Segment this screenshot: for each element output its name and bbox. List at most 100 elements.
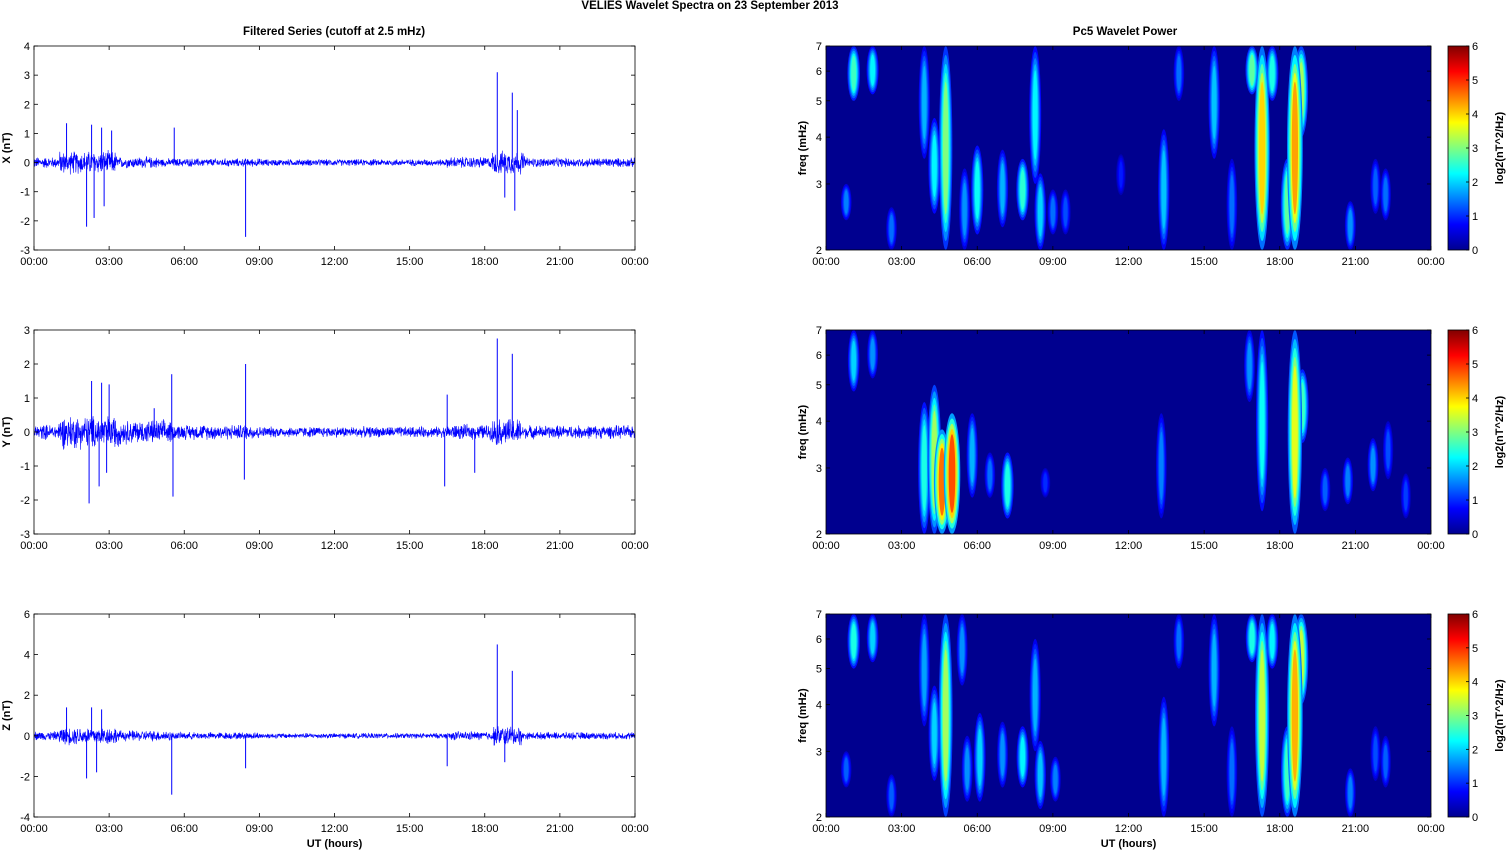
power-blob <box>1212 633 1217 707</box>
y-tick-label: 7 <box>816 41 822 53</box>
colorbar-tick-label: 0 <box>1472 812 1478 824</box>
x-tick-label: 21:00 <box>1342 540 1370 552</box>
power-blob <box>1259 649 1265 782</box>
wavelet-panel-3: 2 3 4 5 6 7 00:00 03:00 06:00 09:00 12:00 15:00 18:0… <box>797 609 1506 850</box>
y-tick-label: 7 <box>816 609 822 621</box>
power-blob <box>1005 464 1010 507</box>
x-tick-label: 15:00 <box>1190 540 1218 552</box>
power-blob <box>1259 81 1266 215</box>
power-blob <box>948 434 956 513</box>
x-tick-label: 00:00 <box>1417 256 1445 268</box>
series-panel-3: -4 -2 0 2 4 6 00:00 03:00 06:00 09:00 12:00 15:00 18… <box>1 609 649 850</box>
x-tick-label: 06:00 <box>170 256 198 268</box>
x-tick-label: 00:00 <box>1417 540 1445 552</box>
power-blob <box>889 214 894 243</box>
y-tick-label: 6 <box>24 609 30 621</box>
y-axis-label: Y (nT) <box>1 416 13 447</box>
power-blob <box>922 633 927 707</box>
power-blob <box>1038 752 1043 798</box>
y-tick-label: -2 <box>20 771 30 783</box>
right-column-title: Pc5 Wavelet Power <box>1073 26 1178 38</box>
x-tick-label: 09:00 <box>1039 540 1067 552</box>
colorbar: 0 1 2 3 4 5 6 log2(nT^2/Hz) <box>1447 325 1506 541</box>
x-tick-label: 06:00 <box>963 540 991 552</box>
x-tick-label: 15:00 <box>1190 823 1218 835</box>
colorbar-label: log2(nT^2/Hz) <box>1494 111 1506 184</box>
power-blob <box>1000 163 1005 214</box>
power-blob <box>1373 168 1378 205</box>
x-tick-label: 21:00 <box>546 540 574 552</box>
y-tick-label: 3 <box>816 746 822 758</box>
x-tick-label: 00:00 <box>20 256 48 268</box>
x-tick-label: 15:00 <box>396 256 424 268</box>
y-tick-label: 6 <box>816 66 822 78</box>
y-tick-label: 2 <box>816 812 822 824</box>
x-tick-label: 03:00 <box>888 540 916 552</box>
power-blob <box>1063 197 1068 227</box>
x-tick-label: 18:00 <box>471 256 499 268</box>
y-tick-label: 6 <box>816 350 822 362</box>
x-tick-label: 21:00 <box>1342 256 1370 268</box>
power-blob <box>938 447 946 516</box>
x-tick-label: 18:00 <box>1266 823 1294 835</box>
x-tick-label: 18:00 <box>471 540 499 552</box>
power-blob <box>1249 54 1255 86</box>
series-panel-1: -3 -2 -1 0 1 2 3 4 00:00 03:00 06:00 09:00 12:00 15:0… <box>1 41 649 268</box>
x-tick-label: 00:00 <box>1417 823 1445 835</box>
power-blob <box>870 338 875 370</box>
power-blob <box>1211 65 1217 140</box>
x-tick-label: 21:00 <box>1342 823 1370 835</box>
wavelet-panel-2: 2 3 4 5 6 7 00:00 03:00 06:00 09:00 12:00 15:00 18:0… <box>797 325 1506 552</box>
power-blob <box>1383 744 1388 779</box>
power-blob <box>1020 737 1025 777</box>
colorbar-tick-label: 1 <box>1472 211 1478 223</box>
power-blob <box>1269 623 1275 659</box>
y-tick-label: 7 <box>816 325 822 337</box>
power-blob <box>1176 55 1181 92</box>
signal-trace <box>33 726 636 746</box>
plot-area <box>34 46 635 250</box>
power-blob <box>1038 186 1043 237</box>
x-tick-label: 09:00 <box>1039 256 1067 268</box>
power-blob <box>1176 623 1181 659</box>
x-tick-label: 03:00 <box>888 256 916 268</box>
x-tick-label: 06:00 <box>963 823 991 835</box>
y-tick-label: 6 <box>816 634 822 646</box>
x-tick-label: 21:00 <box>546 823 574 835</box>
power-blob <box>1229 742 1234 802</box>
y-tick-label: 0 <box>24 731 30 743</box>
y-tick-label: -3 <box>20 245 30 257</box>
y-tick-label: 4 <box>24 41 30 53</box>
power-blob <box>977 728 983 787</box>
x-tick-label: 00:00 <box>621 823 649 835</box>
x-tick-label: 06:00 <box>170 540 198 552</box>
y-tick-label: 1 <box>24 128 30 140</box>
power-blob <box>1032 70 1038 160</box>
power-blob <box>1323 475 1328 504</box>
power-blob <box>870 54 875 86</box>
power-blob <box>974 161 980 219</box>
power-blob <box>1020 169 1026 210</box>
power-blob <box>1159 431 1164 500</box>
x-tick-label: 12:00 <box>1115 540 1143 552</box>
colorbar-tick-label: 4 <box>1472 677 1478 689</box>
signal-trace <box>33 416 636 450</box>
colorbar: 0 1 2 3 4 5 6 log2(nT^2/Hz) <box>1447 41 1506 257</box>
y-tick-label: 2 <box>24 359 30 371</box>
colorbar-gradient <box>1447 45 1470 251</box>
colorbar-tick-label: 1 <box>1472 778 1478 790</box>
x-tick-label: 18:00 <box>1266 256 1294 268</box>
power-blob <box>1000 733 1005 776</box>
x-axis-label: UT (hours) <box>1101 838 1157 850</box>
series-panel-2: -3 -2 -1 0 1 2 3 00:00 03:00 06:00 09:00 12:00 15:00… <box>1 325 649 552</box>
y-axis-label: freq (mHz) <box>797 120 809 175</box>
power-blob <box>1269 55 1275 92</box>
power-blobs <box>847 330 1411 534</box>
y-tick-label: -1 <box>20 461 30 473</box>
power-blob <box>851 55 857 92</box>
y-tick-label: 5 <box>816 664 822 676</box>
signal-trace <box>33 149 636 175</box>
power-blob <box>1259 361 1265 480</box>
colorbar-tick-label: 5 <box>1472 75 1478 87</box>
